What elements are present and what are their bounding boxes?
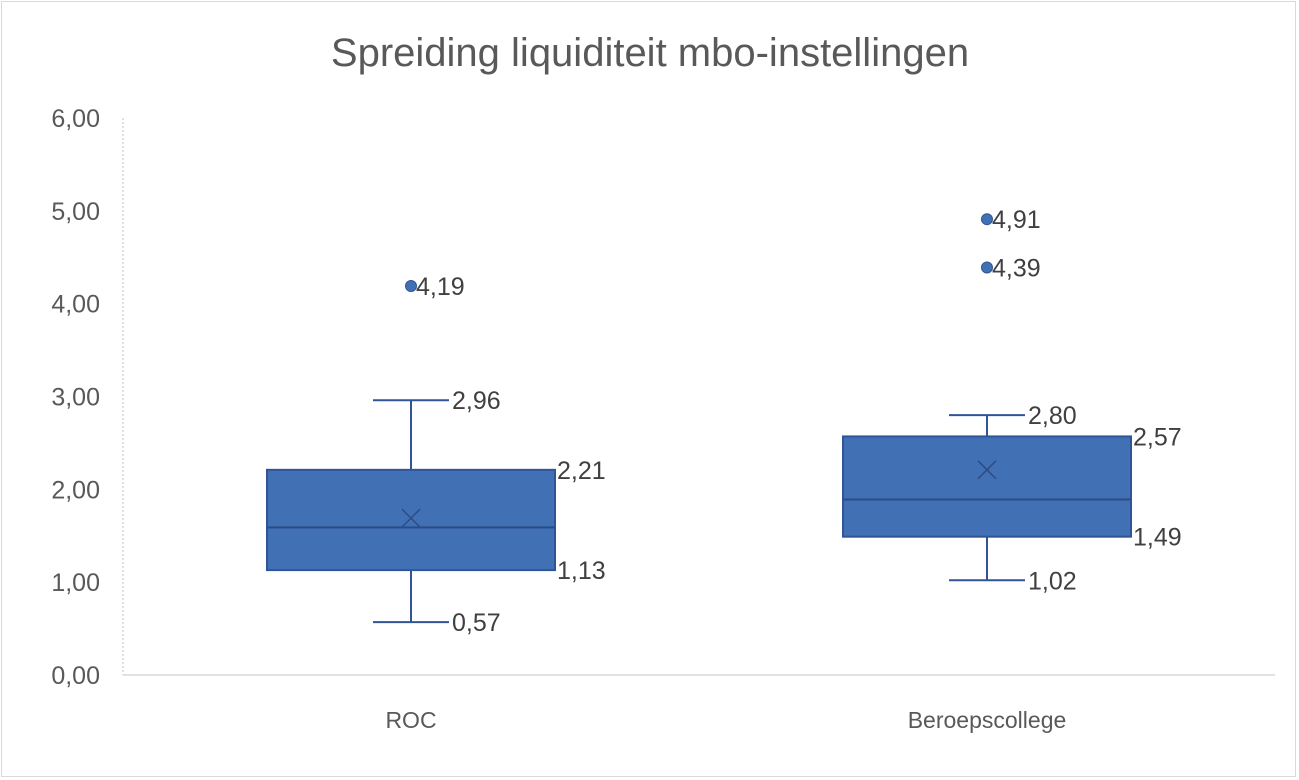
q1-label: 1,13 <box>557 557 606 585</box>
mean-marker <box>401 508 421 528</box>
x-tick-label: Beroepscollege <box>908 707 1067 733</box>
min-label: 1,02 <box>1028 567 1077 595</box>
y-tick-label: 4,00 <box>51 291 100 319</box>
q3-label: 2,21 <box>557 457 606 485</box>
min-label: 0,57 <box>452 609 501 637</box>
outlier-label: 4,19 <box>416 273 465 301</box>
y-tick-label: 6,00 <box>51 105 100 133</box>
outlier-label: 4,91 <box>992 206 1041 234</box>
y-tick-label: 1,00 <box>51 569 100 597</box>
outlier-point <box>981 261 993 274</box>
max-label: 2,80 <box>1028 402 1077 430</box>
box-roc: 2,96 0,57 2,21 1,13 4,19 <box>266 273 606 637</box>
x-tick-label: ROC <box>385 707 436 733</box>
chart-title: Spreiding liquiditeit mbo-instellingen <box>331 31 969 75</box>
outlier-point <box>981 213 993 226</box>
y-tick-label: 2,00 <box>51 476 100 504</box>
q3-label: 2,57 <box>1133 423 1182 451</box>
q1-label: 1,49 <box>1133 524 1182 552</box>
box-beroepscollege: 2,80 1,02 2,57 1,49 4,39 4,91 <box>842 206 1182 595</box>
iqr-box <box>842 435 1132 538</box>
max-label: 2,96 <box>452 387 501 415</box>
outlier-label: 4,39 <box>992 254 1041 282</box>
outlier-point <box>405 280 417 293</box>
y-tick-label: 3,00 <box>51 384 100 412</box>
mean-marker <box>977 460 997 480</box>
y-tick-label: 0,00 <box>51 662 100 690</box>
y-tick-label: 5,00 <box>51 198 100 226</box>
iqr-box <box>266 468 556 572</box>
